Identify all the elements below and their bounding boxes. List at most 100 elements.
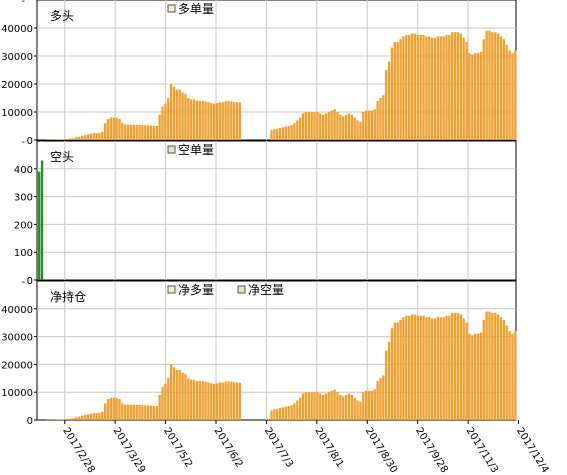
bar — [118, 119, 121, 140]
bar — [201, 381, 204, 420]
bar — [393, 322, 397, 420]
bar — [98, 412, 101, 420]
bar — [273, 409, 276, 420]
bar — [347, 393, 351, 420]
bar — [499, 317, 503, 420]
bar — [324, 393, 328, 420]
bar — [198, 100, 201, 140]
bar — [192, 379, 196, 420]
bar — [508, 331, 511, 420]
bar — [316, 392, 319, 420]
bar — [307, 112, 310, 140]
bar — [60, 419, 64, 420]
bar — [471, 335, 474, 420]
bar — [273, 129, 276, 140]
bar — [184, 93, 187, 140]
bar — [379, 98, 382, 140]
bar — [436, 36, 440, 140]
bar — [316, 112, 319, 140]
bar — [227, 381, 230, 420]
legend-swatch — [167, 285, 176, 294]
bar — [347, 113, 351, 140]
bar — [212, 383, 216, 420]
bar — [313, 112, 316, 140]
bar — [81, 415, 84, 420]
bar — [379, 378, 382, 420]
x-tick-label: 2017/6/2 — [211, 426, 244, 470]
bar — [448, 35, 451, 140]
bar — [169, 364, 173, 420]
bar — [227, 101, 230, 140]
bar — [270, 410, 273, 420]
bar — [284, 406, 288, 420]
bar — [333, 389, 336, 420]
y-tick-label: 20000 — [1, 80, 33, 91]
bar — [485, 311, 488, 420]
bar — [78, 136, 81, 140]
bar — [207, 382, 210, 420]
bar — [373, 389, 376, 420]
bar — [296, 400, 299, 420]
bar — [382, 375, 385, 420]
x-tick-label: 2017/8/30 — [363, 426, 400, 475]
bar — [422, 35, 425, 140]
bar — [181, 372, 184, 420]
bar — [178, 369, 181, 420]
bar — [511, 333, 514, 420]
x-tick-label: 2017/7/3 — [262, 426, 295, 470]
bar — [132, 404, 136, 420]
bar — [301, 393, 305, 420]
bar — [367, 110, 371, 140]
bar — [92, 413, 95, 420]
bar — [72, 418, 75, 420]
bar — [353, 397, 356, 420]
bar — [210, 103, 213, 140]
bar — [310, 392, 313, 420]
bar — [353, 117, 356, 140]
bar — [293, 403, 296, 420]
bar — [405, 35, 408, 140]
bar — [428, 36, 431, 140]
bar — [482, 319, 485, 420]
bar — [169, 84, 173, 140]
bar — [505, 325, 508, 420]
bar — [499, 36, 503, 140]
bar — [387, 342, 391, 420]
bar — [485, 30, 488, 140]
bar — [121, 403, 124, 420]
bar — [204, 381, 207, 420]
bar — [370, 390, 374, 420]
bar — [459, 314, 462, 420]
bar — [141, 405, 144, 420]
panel-label: 空头 — [50, 150, 74, 164]
x-tick-label: 2017/11/3 — [464, 426, 501, 475]
bar — [158, 114, 161, 140]
bar — [508, 50, 511, 140]
bar — [89, 413, 92, 420]
bar — [473, 53, 477, 141]
bar — [433, 37, 437, 140]
bar — [304, 112, 308, 140]
bar — [75, 137, 78, 140]
bar — [422, 315, 425, 420]
x-tick-label: 2017/9/28 — [413, 426, 450, 475]
bar — [58, 419, 61, 420]
bar — [290, 405, 293, 420]
bar — [281, 407, 285, 420]
bar — [155, 126, 158, 140]
bar — [408, 35, 411, 140]
bar — [402, 36, 405, 140]
bar — [336, 112, 339, 140]
bar — [488, 30, 491, 140]
bar — [413, 33, 417, 140]
bar — [164, 383, 167, 420]
bar — [456, 312, 460, 420]
bar — [224, 101, 227, 140]
bar — [433, 318, 437, 420]
bar — [442, 36, 445, 140]
bar — [442, 317, 445, 420]
bar — [175, 369, 179, 420]
bar — [72, 138, 75, 140]
bar — [428, 317, 431, 420]
bar — [479, 332, 483, 420]
